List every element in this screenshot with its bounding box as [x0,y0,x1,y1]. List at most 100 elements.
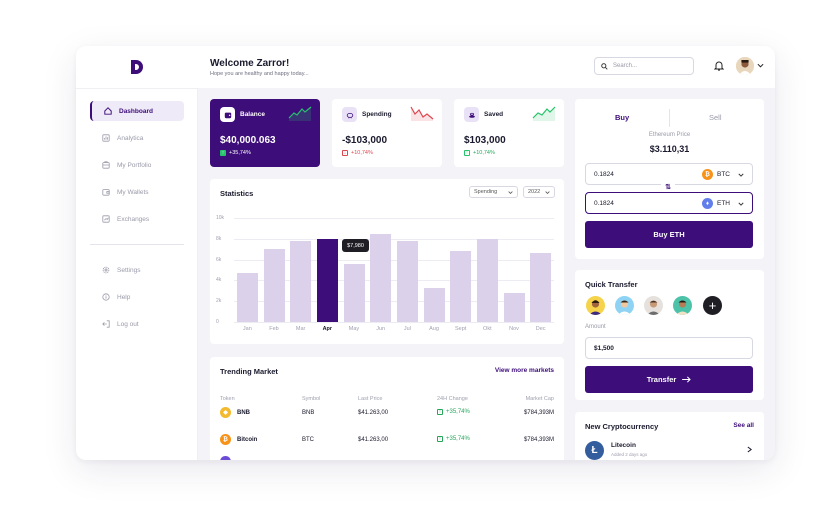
sidebar-item-exchanges[interactable]: Exchanges [90,209,184,229]
swap-icon[interactable]: ⇅ [661,183,675,192]
grid-line [234,259,554,261]
logo-icon [131,60,143,74]
exchange-icon [102,215,110,223]
crypto-name: Litecoin [611,442,636,449]
change-value: +10,74% [351,150,373,156]
card-change: ↓ +10,74% [342,150,373,156]
sidebar-item-label: My Wallets [117,188,149,196]
sparkline-up-icon [288,106,312,121]
x-axis-tick: Jun [376,326,386,332]
chevron-down-icon [508,190,513,194]
transfer-label: Transfer [646,375,677,384]
sidebar-item-logout[interactable]: Log out [90,314,184,334]
x-axis-tick: Apr [322,326,333,332]
tab-sell[interactable]: Sell [709,113,722,122]
bar-feb[interactable] [263,249,285,322]
arrow-up-icon: ↑ [220,150,226,156]
from-coin-select[interactable]: ₿ BTC [702,169,744,180]
card-value: $103,000 [464,135,506,146]
card-value: -$103,000 [342,135,388,146]
column-header: Symbol [302,396,321,402]
sidebar-item-analytica[interactable]: Analytica [90,128,184,148]
user-avatar-icon [644,296,663,315]
symbol-cell: BNB [302,410,315,416]
grid-line [234,238,554,240]
bar-okt[interactable] [476,238,498,322]
to-coin-label: ETH [717,200,730,207]
arrow-up-icon: ↑ [464,150,470,156]
quick-transfer-card: Quick Transfer + Amount $1,500 Transfer [575,270,764,400]
transfer-button[interactable]: Transfer [585,366,753,393]
bell-icon[interactable] [714,60,724,71]
bar-jul[interactable] [396,240,418,322]
tab-buy[interactable]: Buy [615,113,630,122]
tab-divider [669,109,670,127]
y-axis-tick: 10k [216,215,225,221]
add-contact-button[interactable]: + [703,296,722,315]
market-cap-cell: $784,393M [523,437,554,443]
x-axis-tick: Feb [269,326,279,332]
from-amount-field[interactable]: 0.1824 ₿ BTC [585,163,753,185]
change-value: +10,74% [473,150,495,156]
chart-tooltip: $7,980 [342,239,369,252]
card-label: Balance [240,111,265,118]
sidebar-divider [90,244,184,245]
crypto-added: Added 2 days ago [611,452,648,457]
see-all-link[interactable]: See all [733,422,754,429]
home-icon [104,107,112,115]
x-axis-tick: Sept [454,326,467,332]
user-avatar-icon [736,57,754,75]
sidebar-item-label: Log out [117,320,139,328]
year-select[interactable]: 2022 [523,186,555,198]
to-coin-select[interactable]: ♦ ETH [702,198,744,209]
buy-eth-button[interactable]: Buy ETH [585,221,753,248]
bar-jun[interactable] [370,233,392,322]
bar-sept[interactable] [450,251,472,322]
amount-value: $1,500 [594,345,614,352]
bar-nov[interactable] [503,292,525,322]
grid-line [234,218,554,219]
avatar[interactable] [736,57,754,75]
x-axis-tick: Dec [535,326,546,332]
wallet-icon [102,189,110,196]
sidebar-item-wallets[interactable]: My Wallets [90,182,184,202]
contact-avatar[interactable] [644,296,663,315]
chevron-down-icon[interactable] [757,62,764,69]
sidebar-item-help[interactable]: Help [90,287,184,307]
bar-jan[interactable] [236,273,258,322]
logo[interactable] [76,46,198,88]
bar-mar[interactable] [290,240,312,322]
buy-eth-label: Buy ETH [653,230,685,239]
sidebar-item-settings[interactable]: Settings [90,260,184,280]
bar-apr[interactable] [316,239,338,322]
bitcoin-coin-icon: ₿ [220,434,231,445]
bar-dec[interactable] [530,253,552,322]
saved-card[interactable]: Saved $103,000 ↑ +10,74% [454,99,564,167]
balance-card[interactable]: Balance $40,000.063 ↑ +35,74% [210,99,320,167]
user-avatar-icon [586,296,605,315]
bar-aug[interactable] [423,287,445,322]
to-amount-field[interactable]: 0.1824 ♦ ETH [585,192,753,214]
x-axis-tick: Aug [429,326,439,332]
contact-avatar[interactable] [586,296,605,315]
spending-card[interactable]: Spending -$103,000 ↓ +10,74% [332,99,442,167]
sidebar-item-label: Exchanges [117,215,150,223]
user-avatar-icon [673,296,692,315]
card-value: $40,000.063 [220,135,276,146]
spending-filter-select[interactable]: Spending [469,186,518,198]
amount-field[interactable]: $1,500 [585,337,753,359]
change-cell: ↑ +35,74% [437,409,470,415]
token-cell: ₿ Bitcoin [220,434,257,445]
user-avatar-icon [615,296,634,315]
bar-may[interactable] [343,263,365,322]
sidebar-item-portfolio[interactable]: My Portfolio [90,155,184,175]
sidebar-item-dashboard[interactable]: Dashboard [90,101,184,121]
contact-avatar[interactable] [673,296,692,315]
trending-market-card: Trending Market View more markets Token … [210,357,564,460]
search-input[interactable]: Search... [594,57,694,75]
new-crypto-card: New Cryptocurrency See all Ł Litecoin Ad… [575,412,764,460]
statistics-card: Statistics Spending 2022 0 2k 4k 6k 8k 10k Jan… [210,179,564,344]
view-more-markets-link[interactable]: View more markets [494,367,554,374]
contact-avatar[interactable] [615,296,634,315]
quick-transfer-title: Quick Transfer [585,280,638,289]
